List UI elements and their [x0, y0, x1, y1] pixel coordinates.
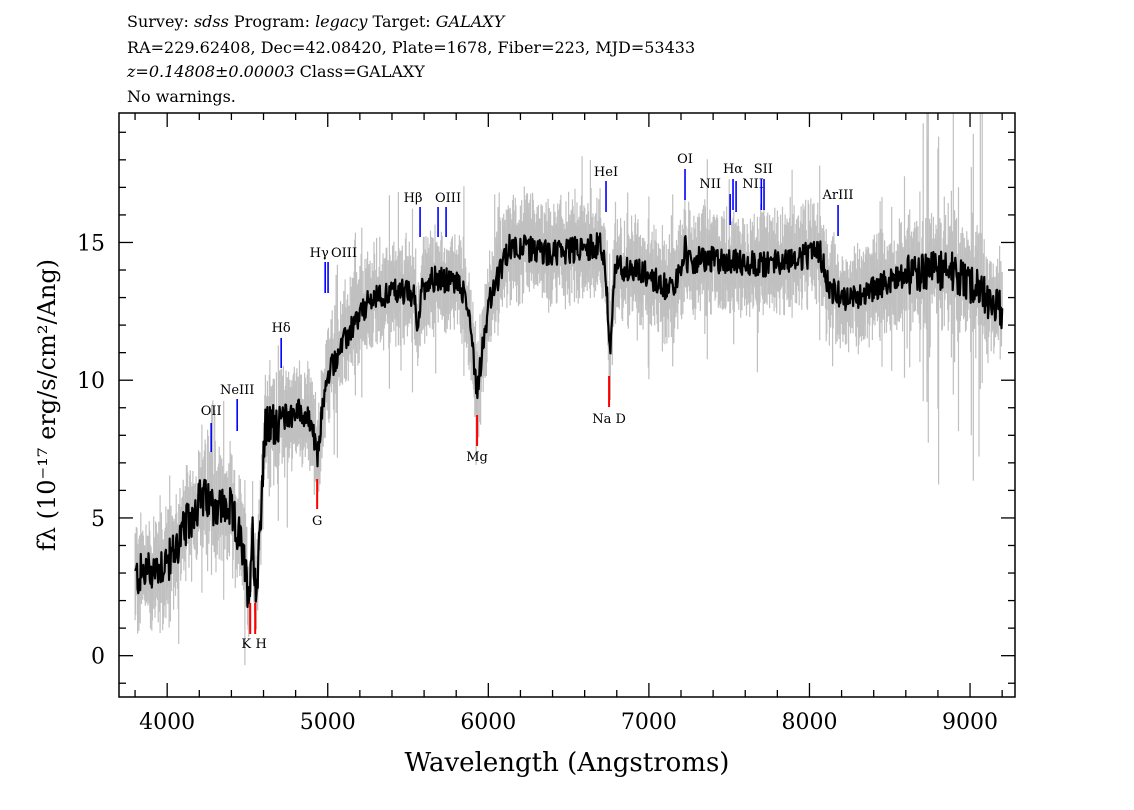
- line-label: OII: [201, 404, 222, 419]
- line-label: SII: [754, 162, 773, 177]
- line-label: Hα: [723, 162, 743, 177]
- y-tick-label: 0: [91, 645, 105, 670]
- plot-frame: [118, 112, 1016, 698]
- flux-series: [134, 232, 1004, 609]
- line-label: OIII: [331, 246, 357, 261]
- flux-line: [134, 232, 1004, 609]
- header-warnings-line: No warnings.: [127, 87, 236, 106]
- y-tick-label: 15: [77, 231, 105, 256]
- target-label: Target:: [372, 12, 431, 31]
- y-axis-label: fλ (10⁻¹⁷ erg/s/cm²/Ang): [33, 259, 61, 551]
- x-tick-label: 6000: [460, 710, 516, 735]
- x-tick-label: 9000: [942, 710, 998, 735]
- line-label: Hβ: [404, 191, 423, 206]
- line-label: NII: [699, 177, 721, 192]
- redshift-value: z=0.14808±0.00003: [127, 62, 295, 81]
- line-label: H: [255, 637, 266, 652]
- class-value: Class=GALAXY: [299, 62, 425, 81]
- line-label: Hδ: [272, 321, 291, 336]
- y-tick-label: 5: [91, 507, 105, 532]
- header-redshift-line: z=0.14808±0.00003 Class=GALAXY: [127, 62, 425, 81]
- x-tick-label: 8000: [781, 710, 837, 735]
- survey-label: Survey:: [127, 12, 189, 31]
- x-axis-label: Wavelength (Angstroms): [405, 748, 730, 778]
- line-label: HeI: [594, 165, 618, 180]
- error-band-path: [134, 113, 1003, 666]
- y-tick-label: 10: [77, 369, 105, 394]
- survey-value: sdss: [193, 12, 229, 31]
- program-label: Program:: [233, 12, 310, 31]
- line-label: K: [241, 637, 251, 652]
- line-label: ArIII: [822, 188, 854, 203]
- program-value: legacy: [315, 12, 368, 31]
- line-label: NeIII: [220, 383, 254, 398]
- line-label: NII: [742, 177, 764, 192]
- x-tick-label: 7000: [621, 710, 677, 735]
- line-label: Na D: [592, 412, 626, 427]
- line-label: Hγ: [310, 246, 329, 261]
- x-tick-label: 5000: [300, 710, 356, 735]
- x-tick-label: 4000: [139, 710, 195, 735]
- axis-ticks: 4000 5000 6000 7000 8000 9000 0 5 10 15: [77, 113, 1015, 735]
- line-label: G: [312, 514, 322, 529]
- line-label: Mg: [466, 450, 488, 465]
- header-coordinates-line: RA=229.62408, Dec=42.08420, Plate=1678, …: [127, 38, 696, 57]
- header-survey-line: Survey: sdss Program: legacy Target: GAL…: [127, 12, 504, 31]
- line-label: OI: [677, 152, 693, 167]
- line-label: OIII: [435, 191, 461, 206]
- target-value: GALAXY: [435, 12, 505, 31]
- error-band: [134, 113, 1003, 666]
